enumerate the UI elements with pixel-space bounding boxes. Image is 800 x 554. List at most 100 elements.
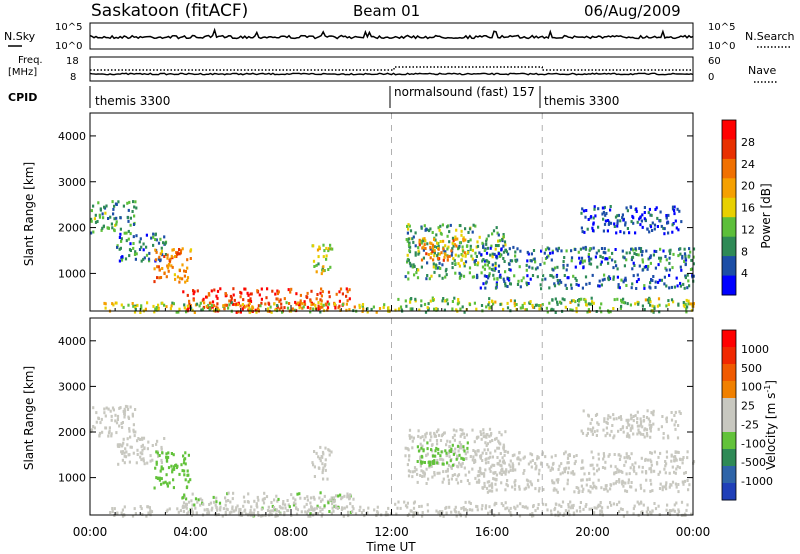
power-echo-cell [502,250,506,254]
power-echo-cell [484,286,487,290]
power-echo-cell [420,258,424,262]
velocity-echo-cell [616,467,619,471]
power-echo-cell [649,225,653,229]
velocity-echo-cell [453,438,456,442]
velocity-echo-cell [485,444,488,447]
power-echo-cell [617,285,620,289]
power-echo-cell [638,246,641,250]
velocity-echo-cell [128,460,131,464]
power-echo-cell [316,293,319,296]
velocity-echo-cell [673,509,676,513]
power-echo-cell [557,281,560,285]
velocity-echo-cell [437,447,440,451]
velocity-echo-cell [453,508,456,512]
power-y-tick-label: 1000 [58,267,86,280]
power-y-tick-label: 4000 [58,130,86,143]
power-echo-cell [429,245,432,249]
power-echo-cell [165,305,168,309]
power-echo-cell [119,232,122,236]
velocity-echo-cell [550,512,553,516]
velocity-echo-cell [440,457,443,461]
power-echo-cell [546,246,549,250]
velocity-y-tick-label: 1000 [58,472,86,485]
power-echo-cell [628,251,631,255]
velocity-echo-cell [634,461,637,465]
velocity-echo-cell [504,501,507,505]
power-echo-cell [488,272,491,276]
velocity-echo-cell [585,478,589,482]
velocity-echo-cell [581,431,585,435]
power-echo-cell [345,287,348,291]
power-echo-cell [248,302,251,305]
power-echo-cell [459,224,462,228]
velocity-echo-cell [487,460,490,464]
power-echo-cell [427,302,430,306]
power-echo-cell [621,213,624,217]
velocity-echo-cell [124,455,128,459]
power-echo-cell [448,230,451,234]
time-tick-label: 04:00 [173,525,208,539]
velocity-echo-cell [645,428,649,432]
power-echo-cell [258,293,261,297]
power-echo-cell [685,310,688,314]
power-echo-cell [247,308,250,312]
power-echo-cell [353,305,356,309]
velocity-echo-cell [526,483,529,487]
velocity-echo-cell [650,512,653,516]
power-echo-cell [107,217,110,220]
velocity-echo-cell [269,512,272,516]
velocity-echo-cell [395,512,398,516]
freq-trace [89,72,694,76]
power-echo-cell [429,247,432,251]
velocity-echo-cell [367,506,370,510]
velocity-echo-cell [617,470,620,474]
velocity-echo-cell [337,494,340,498]
velocity-echo-cell [311,461,314,465]
power-echo-cell [414,251,417,255]
velocity-echo-cell [336,507,339,510]
velocity-echo-cell [121,421,124,424]
velocity-echo-cell [592,467,595,471]
velocity-echo-cell [586,431,589,435]
velocity-echo-cell [433,473,436,477]
velocity-echo-cell [276,499,279,503]
power-echo-cell [447,245,450,249]
power-echo-cell [407,237,410,241]
power-echo-cell [458,271,461,275]
power-echo-cell [506,285,509,288]
velocity-echo-cell [221,514,224,518]
velocity-echo-cell [465,433,468,437]
velocity-echo-cell [385,510,388,514]
velocity-echo-cell [440,450,443,454]
velocity-echo-cell [511,454,514,458]
power-echo-cell [592,301,595,305]
velocity-echo-cell [416,445,419,449]
velocity-echo-cell [101,430,104,434]
power-echo-cell [645,265,648,268]
velocity-echo-cell [464,452,467,456]
velocity-echo-cell [319,445,322,449]
velocity-echo-cell [612,482,615,486]
power-echo-cell [588,262,591,266]
velocity-echo-cell [335,494,338,498]
power-echo-cell [271,289,274,293]
velocity-echo-cell [587,427,590,431]
velocity-echo-cell [439,454,442,458]
velocity-echo-cell [464,473,467,477]
velocity-echo-cell [156,451,159,455]
power-echo-cell [464,260,468,264]
velocity-echo-cell [504,430,507,434]
power-echo-cell [488,297,491,301]
power-echo-cell [104,211,107,215]
power-echo-cell [283,297,286,301]
velocity-echo-cell [495,436,498,440]
power-echo-cell [487,276,490,280]
power-echo-cell [299,299,302,303]
velocity-echo-cell [339,493,342,497]
power-echo-cell [129,216,132,220]
power-echo-cell [643,308,646,311]
velocity-echo-cell [587,489,590,493]
power-echo-cell [476,263,479,267]
velocity-echo-cell [665,481,668,485]
velocity-echo-cell [636,432,639,436]
